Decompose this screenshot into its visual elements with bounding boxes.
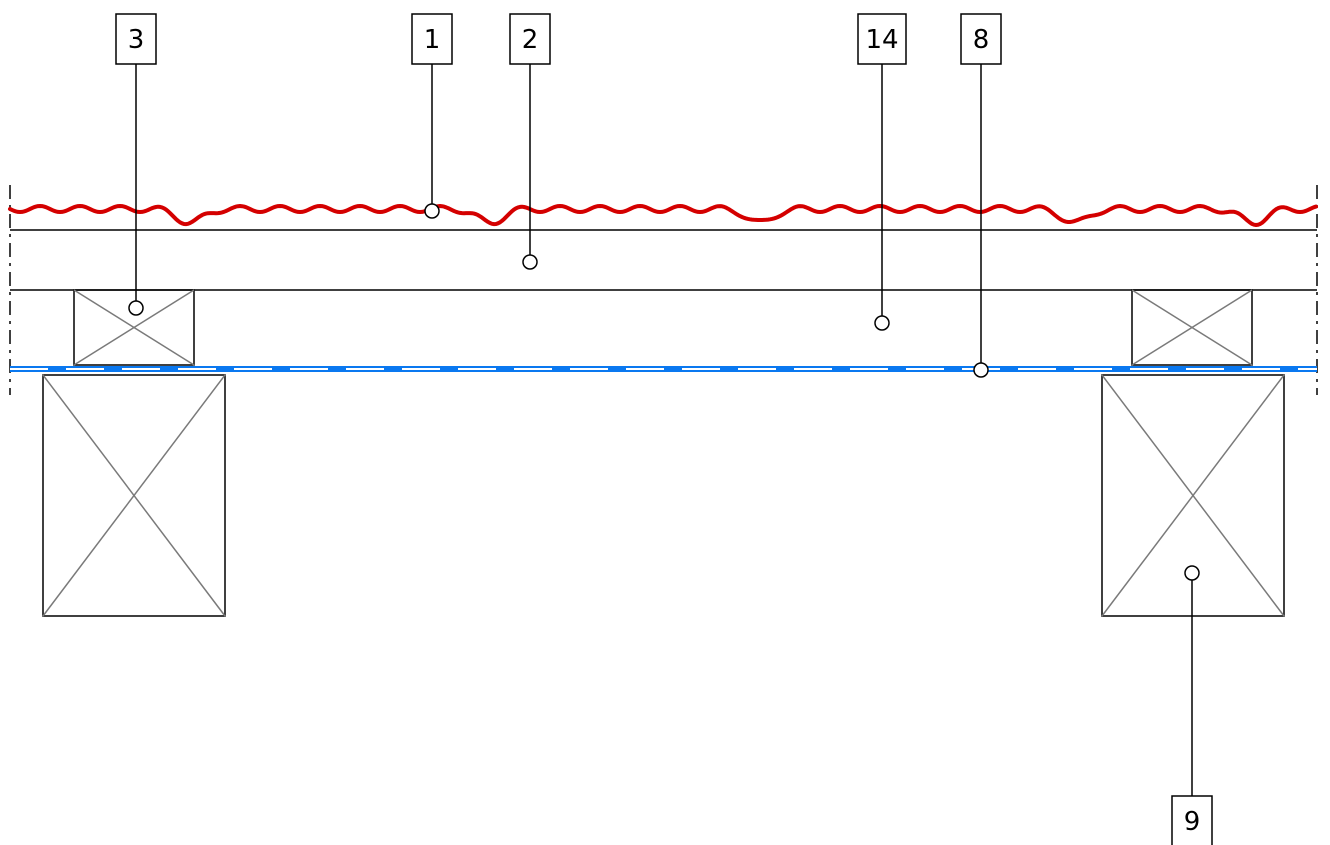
marker-1 — [424, 203, 440, 219]
marker-2 — [522, 254, 538, 270]
callout-tag-2: 2 — [509, 13, 551, 65]
rafter-right — [1101, 374, 1285, 617]
callout-tag-1: 1 — [411, 13, 453, 65]
marker-14 — [874, 315, 890, 331]
marker-9 — [1184, 565, 1200, 581]
batten-left — [73, 289, 195, 366]
leader-lines — [135, 64, 1193, 796]
callout-label-8: 8 — [973, 25, 990, 55]
callout-label-2: 2 — [522, 25, 539, 55]
callout-tag-14: 14 — [857, 13, 907, 65]
layer-lines — [10, 229, 1317, 291]
marker-8 — [973, 362, 989, 378]
callout-label-3: 3 — [128, 25, 145, 55]
callout-label-9: 9 — [1184, 807, 1201, 837]
leader-markers — [128, 203, 1200, 581]
marker-3 — [128, 300, 144, 316]
roof-covering-line — [8, 204, 1318, 227]
callout-tag-3: 3 — [115, 13, 157, 65]
callout-tag-9: 9 — [1171, 795, 1213, 845]
batten-right — [1131, 289, 1253, 366]
rafter-left — [42, 374, 226, 617]
callout-tag-8: 8 — [960, 13, 1002, 65]
break-lines — [9, 185, 1318, 395]
callout-label-1: 1 — [424, 25, 441, 55]
callout-label-14: 14 — [865, 25, 898, 55]
